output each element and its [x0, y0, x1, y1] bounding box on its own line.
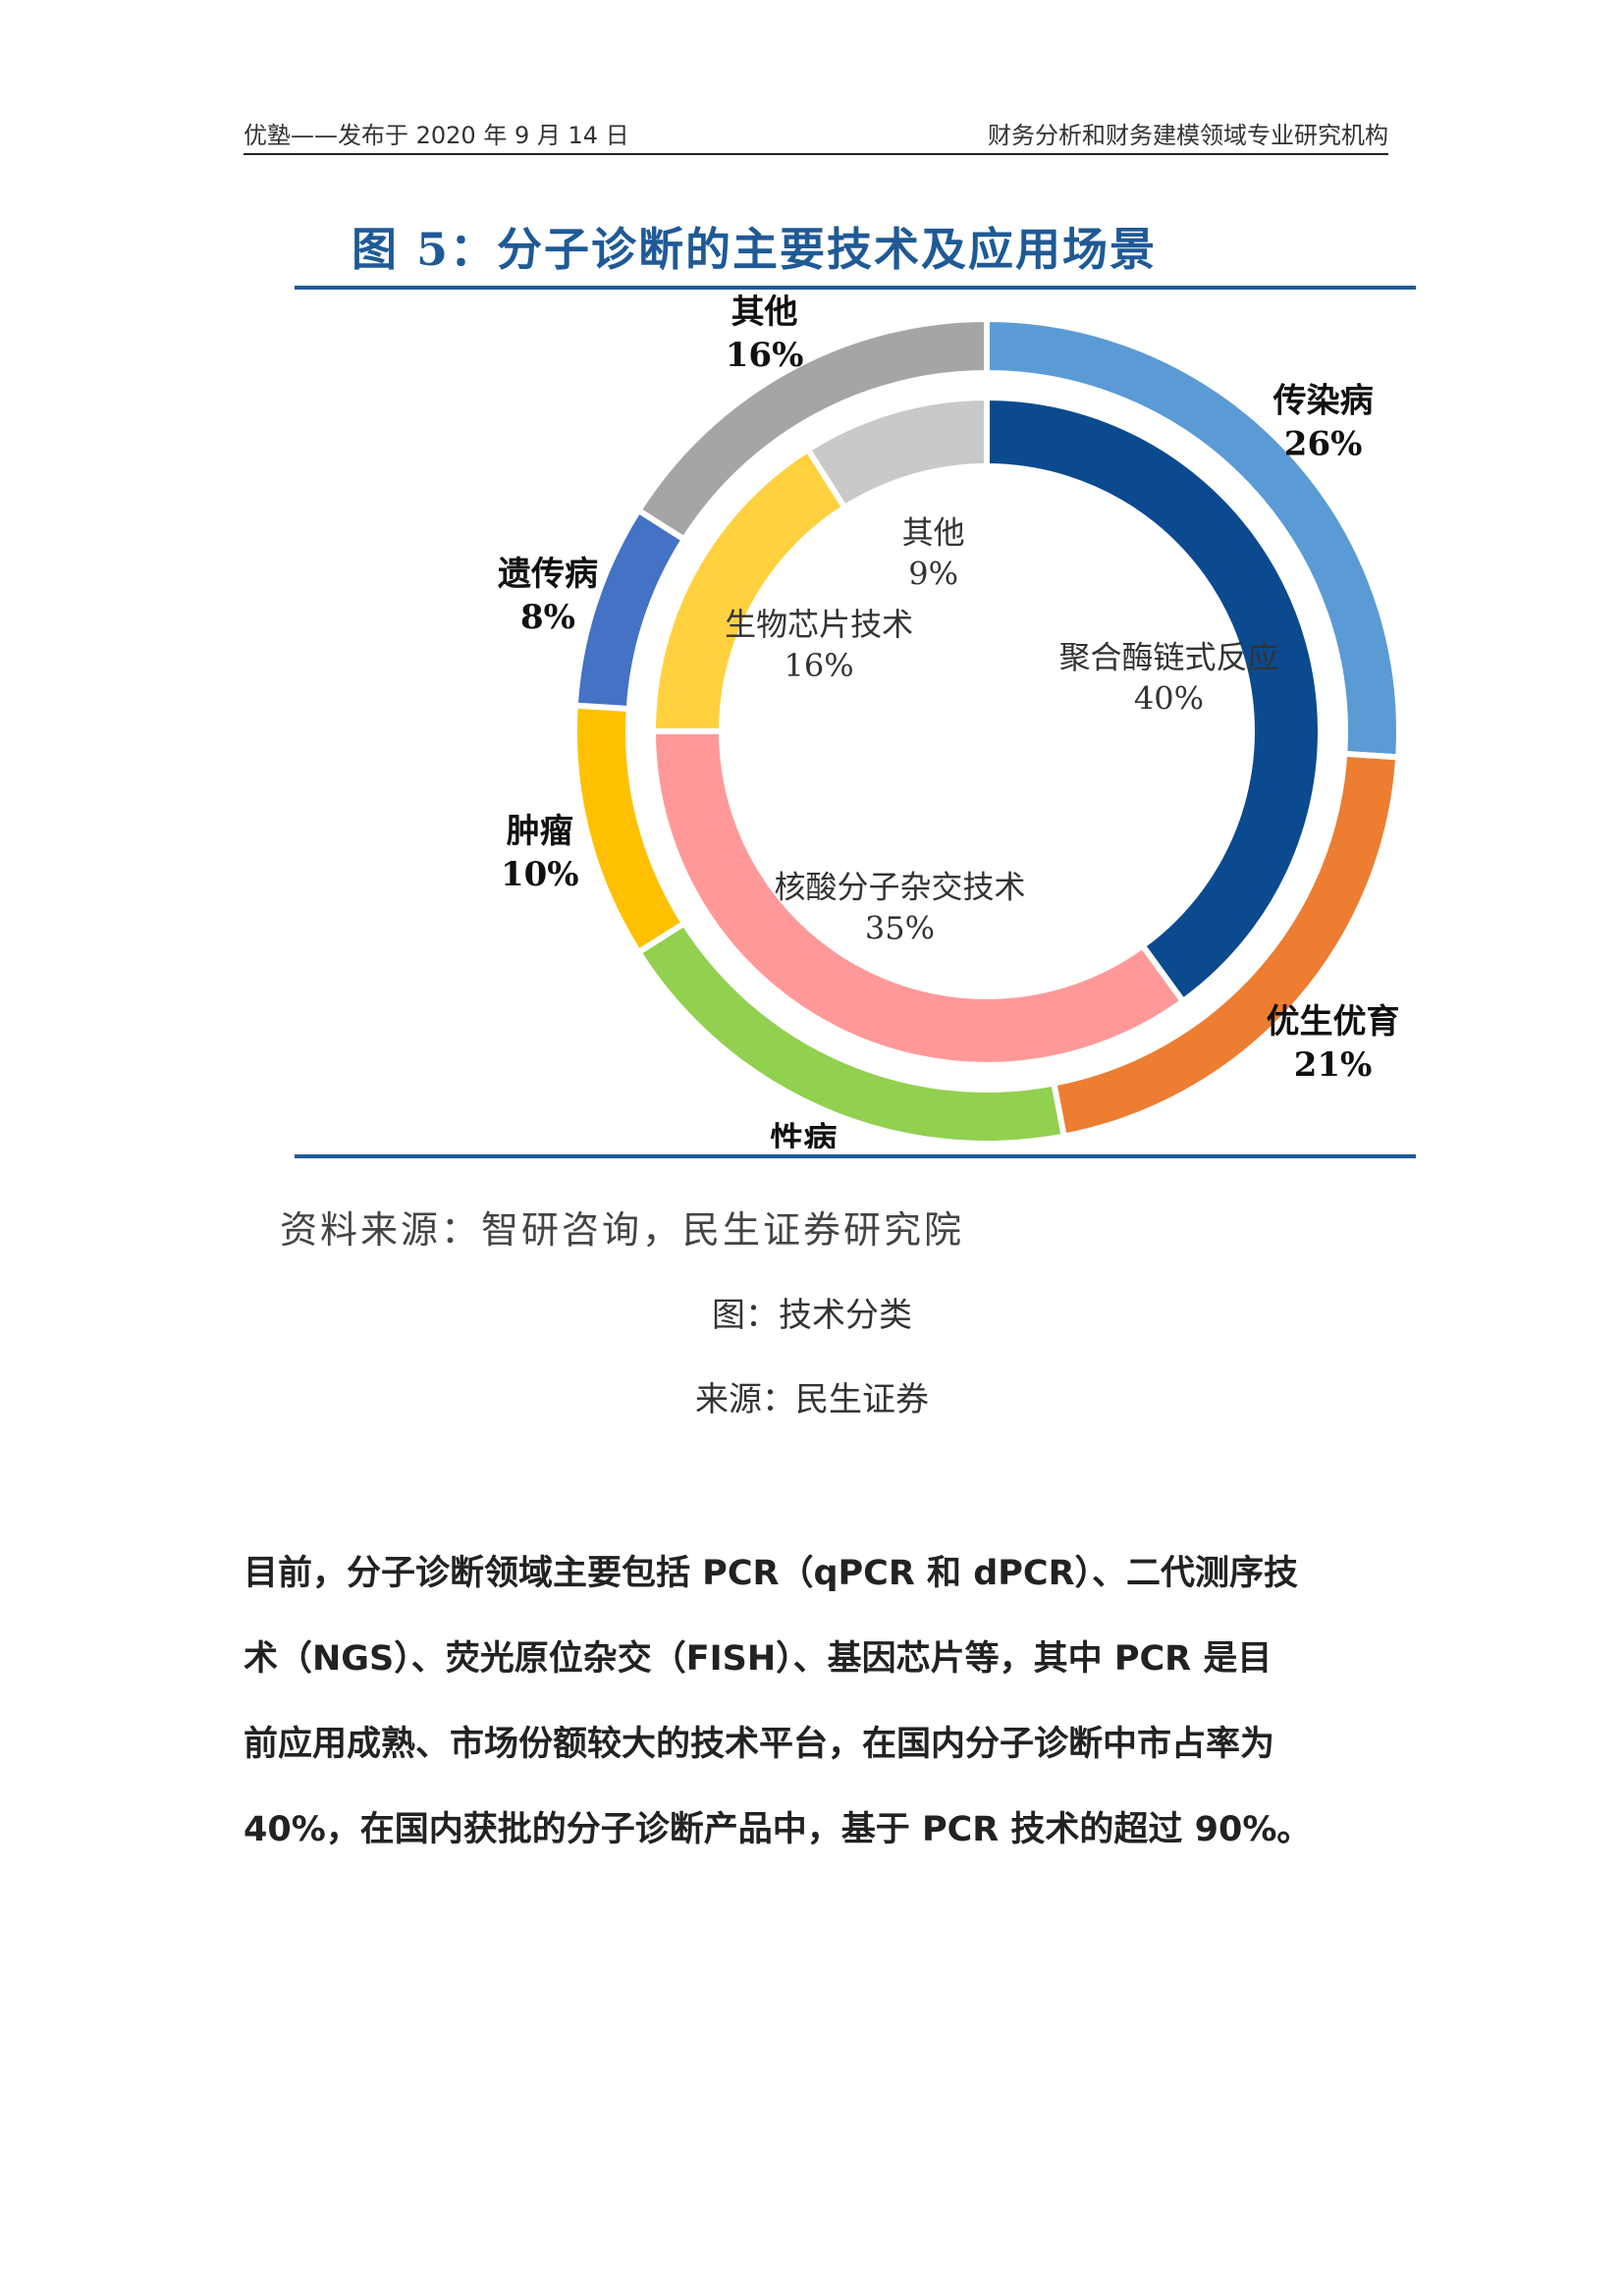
header-org-name: 财务分析和财务建模领域专业研究机构 [988, 122, 1388, 149]
outer-slice-label-4: 遗传病 [498, 555, 598, 594]
inner-slice-value-3: 9% [908, 556, 958, 593]
inner-slice-label-1: 核酸分子杂交技术 [774, 869, 1025, 906]
nested-donut-chart: 传染病26%优生优育21%性病19%肿瘤10%遗传病8%其他16%聚合酶链式反应… [295, 293, 1416, 1202]
body-paragraph: 目前，分子诊断领域主要包括 PCR（qPCR 和 dPCR）、二代测序技 术（N… [244, 1531, 1388, 1873]
body-line: 前应用成熟、市场份额较大的技术平台，在国内分子诊断中市占率为 [244, 1725, 1275, 1764]
outer-slice-label-5: 其他 [731, 294, 798, 332]
outer-slice-value-3: 10% [501, 855, 579, 894]
outer-slice-label-3: 肿瘤 [507, 812, 573, 851]
body-line: 40%，在国内获批的分子诊断产品中，基于 PCR 技术的超过 90%。 [244, 1810, 1312, 1849]
page-header: 优塾——发布于 2020 年 9 月 14 日 财务分析和财务建模领域专业研究机… [244, 116, 1388, 155]
outer-slice-value-4: 8% [520, 598, 575, 637]
inner-slice-value-0: 40% [1134, 680, 1204, 718]
inner-slice-1 [649, 728, 1188, 1068]
donut-svg: 传染病26%优生优育21%性病19%肿瘤10%遗传病8%其他16%聚合酶链式反应… [498, 293, 1402, 1202]
inner-slice-label-3: 其他 [902, 514, 965, 552]
body-line: 目前，分子诊断领域主要包括 PCR（qPCR 和 dPCR）、二代测序技 [244, 1554, 1299, 1593]
outer-slice-label-2: 性病 [770, 1120, 837, 1148]
outer-slice-label-1: 优生优育 [1267, 1002, 1400, 1041]
inner-slice-value-1: 35% [865, 910, 935, 947]
figure-source-caption: 来源：民生证券 [695, 1380, 929, 1419]
header-publish-date: 优塾——发布于 2020 年 9 月 14 日 [244, 122, 629, 149]
inner-slice-label-2: 生物芯片技术 [725, 606, 913, 643]
inner-slice-3 [803, 394, 990, 512]
outer-slice-value-5: 16% [726, 336, 804, 375]
outer-slice-5 [634, 315, 990, 544]
figure-title: 图 5：分子诊断的主要技术及应用场景 [352, 223, 1158, 276]
outer-slice-value-0: 26% [1284, 424, 1363, 463]
figure-bottom-rule [295, 1154, 1416, 1158]
figure-caption: 图：技术分类 [712, 1296, 912, 1335]
outer-slice-value-1: 21% [1294, 1045, 1373, 1085]
body-line: 术（NGS）、荧光原位杂交（FISH）、基因芯片等，其中 PCR 是目 [244, 1639, 1272, 1679]
inner-slice-value-2: 16% [785, 647, 854, 684]
inner-slice-0 [984, 394, 1324, 1006]
outer-slice-label-0: 传染病 [1272, 381, 1374, 420]
chart-source-note: 资料来源：智研咨询，民生证券研究院 [280, 1208, 965, 1252]
inner-slice-label-0: 聚合酶链式反应 [1058, 639, 1278, 676]
figure-top-rule [295, 286, 1416, 290]
